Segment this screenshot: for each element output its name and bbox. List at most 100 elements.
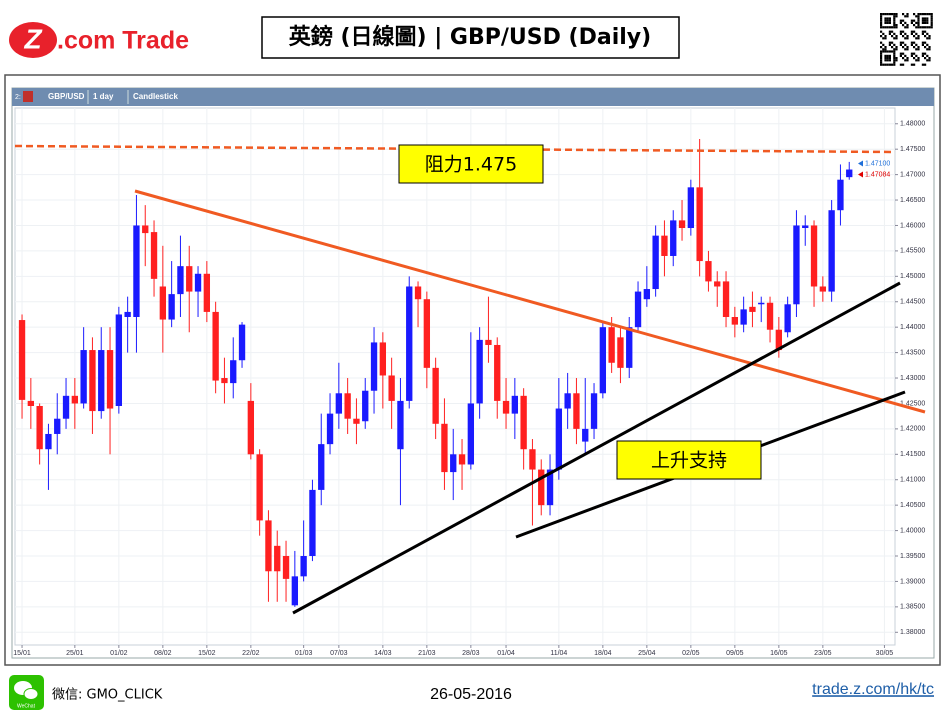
y-tick-label: 1.41000 [900, 477, 925, 484]
qr-cell [902, 35, 905, 38]
qr-cell [902, 63, 905, 66]
candle-body [414, 286, 422, 300]
qr-cell [917, 24, 920, 27]
y-tick-label: 1.40000 [900, 527, 925, 534]
qr-cell [880, 50, 883, 53]
page-title: 英鎊 (日線圖) | GBP/USD (Daily) [289, 24, 651, 50]
candle-body [335, 393, 343, 414]
x-tick-label: 25/04 [638, 650, 656, 657]
candle-body [687, 187, 695, 229]
qr-cell [906, 57, 909, 60]
candle-body [256, 454, 263, 521]
candle-body [555, 408, 563, 470]
candle-body [423, 299, 431, 368]
qr-cell [904, 54, 907, 57]
toolbar-symbol[interactable]: GBP/USD [48, 92, 85, 101]
y-tick-label: 1.45500 [900, 248, 925, 255]
candle-body [168, 294, 175, 320]
footer-date: 26-05-2016 [430, 686, 512, 703]
candle-body [133, 225, 140, 318]
qr-cell [917, 57, 920, 60]
candle-body [177, 266, 184, 295]
wechat-bubble [23, 688, 39, 700]
candle-body [274, 545, 281, 572]
qr-cell [924, 17, 927, 20]
candle-body [291, 576, 299, 606]
y-tick-label: 1.40500 [900, 502, 925, 509]
support-line [292, 281, 901, 615]
qr-cell [910, 63, 913, 66]
qr-cell [899, 43, 902, 46]
qr-cell [924, 35, 927, 38]
qr-cell [880, 61, 883, 64]
x-tick-label: 01/04 [497, 650, 515, 657]
qr-cell [902, 57, 905, 60]
qr-cell [926, 37, 929, 40]
y-tick-label: 1.46000 [900, 222, 925, 229]
y-tick-label: 1.38500 [900, 604, 925, 611]
qr-cell [906, 26, 909, 29]
qr-cell [880, 13, 883, 16]
qr-cell [921, 63, 924, 66]
qr-cell [921, 13, 924, 16]
x-tick-label: 18/04 [594, 650, 612, 657]
candle-body [802, 225, 809, 229]
toolbar [12, 88, 934, 106]
qr-cell [910, 21, 913, 24]
qr-cell [882, 26, 885, 29]
qr-cell [906, 13, 909, 16]
annotation: 阻力1.475 [425, 154, 517, 176]
qr-cell [902, 19, 905, 22]
qr-cell [930, 24, 933, 27]
qr-cell [888, 19, 891, 22]
candle-body [590, 393, 598, 429]
candle-body [80, 350, 87, 404]
qr-cell [910, 54, 913, 57]
toolbar-interval[interactable]: 1 day [93, 92, 114, 101]
qr-cell [906, 46, 909, 49]
qr-cell [924, 30, 927, 33]
candle-body [115, 314, 123, 406]
candle-body [159, 286, 167, 320]
qr-cell [910, 19, 913, 22]
qr-cell [913, 19, 916, 22]
qr-cell [921, 54, 924, 57]
qr-cell [904, 43, 907, 46]
y-tick-label: 1.45000 [900, 273, 925, 280]
candle-body [511, 395, 519, 414]
candle-body [282, 556, 290, 579]
qr-cell [910, 43, 913, 46]
candle-body [406, 286, 413, 401]
plot-area [14, 107, 896, 646]
candle-body [670, 220, 677, 256]
qr-cell [891, 26, 894, 29]
qr-cell [882, 43, 885, 46]
qr-cell [893, 24, 896, 27]
qr-cell [906, 24, 909, 27]
qr-cell [880, 26, 883, 29]
qr-cell [888, 57, 891, 60]
candle-body [819, 286, 827, 292]
qr-cell [902, 41, 905, 44]
qr-cell [891, 46, 894, 49]
qr-cell [915, 21, 918, 24]
qr-cell [913, 30, 916, 33]
qr-cell [906, 37, 909, 40]
toolbar-style[interactable]: Candlestick [133, 92, 178, 101]
qr-cell [880, 57, 883, 60]
qr-cell [886, 50, 889, 53]
candle-body [599, 327, 607, 394]
qr-cell [880, 52, 883, 55]
qr-cell [882, 63, 885, 66]
qr-cell [884, 17, 887, 20]
qr-cell [880, 46, 883, 49]
qr-cell [917, 35, 920, 38]
footer-link[interactable]: trade.z.com/hk/tc [812, 681, 934, 698]
qr-cell [893, 21, 896, 24]
y-tick-label: 1.38000 [900, 629, 925, 636]
downtrend-line [134, 189, 926, 414]
qr-cell [891, 13, 894, 16]
logo-text: .com Trade [57, 27, 189, 55]
qr-cell [910, 30, 913, 33]
